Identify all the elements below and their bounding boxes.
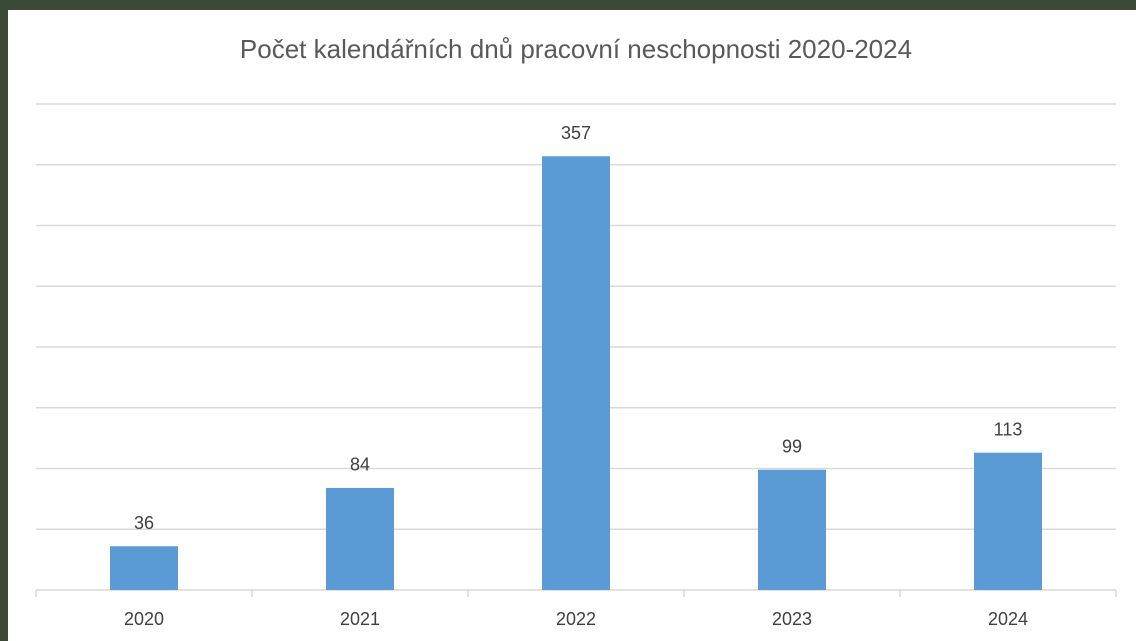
x-tick-label: 2024	[988, 609, 1028, 629]
x-tick-label: 2023	[772, 609, 812, 629]
bar	[326, 487, 394, 590]
data-label: 357	[561, 123, 591, 143]
data-label: 113	[994, 419, 1023, 439]
data-label: 99	[782, 436, 802, 456]
bar	[542, 156, 610, 590]
x-tick-label: 2022	[556, 609, 596, 629]
data-label: 84	[350, 455, 370, 475]
bar	[758, 469, 826, 590]
chart-title: Počet kalendářních dnů pracovní neschopn…	[240, 34, 912, 64]
data-label: 36	[134, 513, 154, 533]
bar	[974, 452, 1042, 590]
x-tick-label: 2021	[340, 609, 380, 629]
x-tick-label: 2020	[124, 609, 164, 629]
bar	[110, 546, 178, 590]
